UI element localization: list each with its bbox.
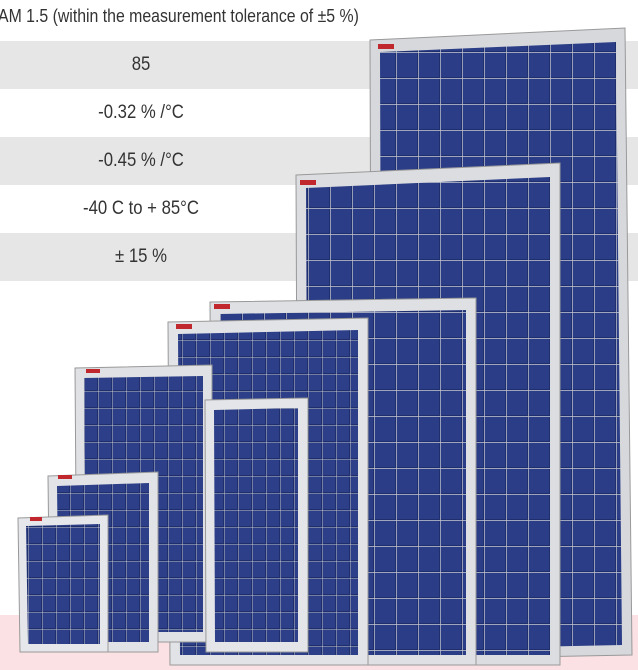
table-cell: -0.32 % /°C bbox=[98, 102, 184, 123]
table-cell: ± 15 % bbox=[115, 246, 167, 267]
table-row: -40 C to + 85°C bbox=[0, 185, 638, 233]
table-cell: -40 C to + 85°C bbox=[83, 198, 199, 219]
panels bbox=[17, 27, 633, 666]
table-cell: 85 bbox=[131, 54, 151, 75]
table-row: -0.32 % /°C bbox=[0, 89, 638, 137]
header-text: AM 1.5 (within the measurement tolerance… bbox=[0, 6, 359, 26]
table-cell: -0.45 % /°C bbox=[98, 150, 184, 171]
